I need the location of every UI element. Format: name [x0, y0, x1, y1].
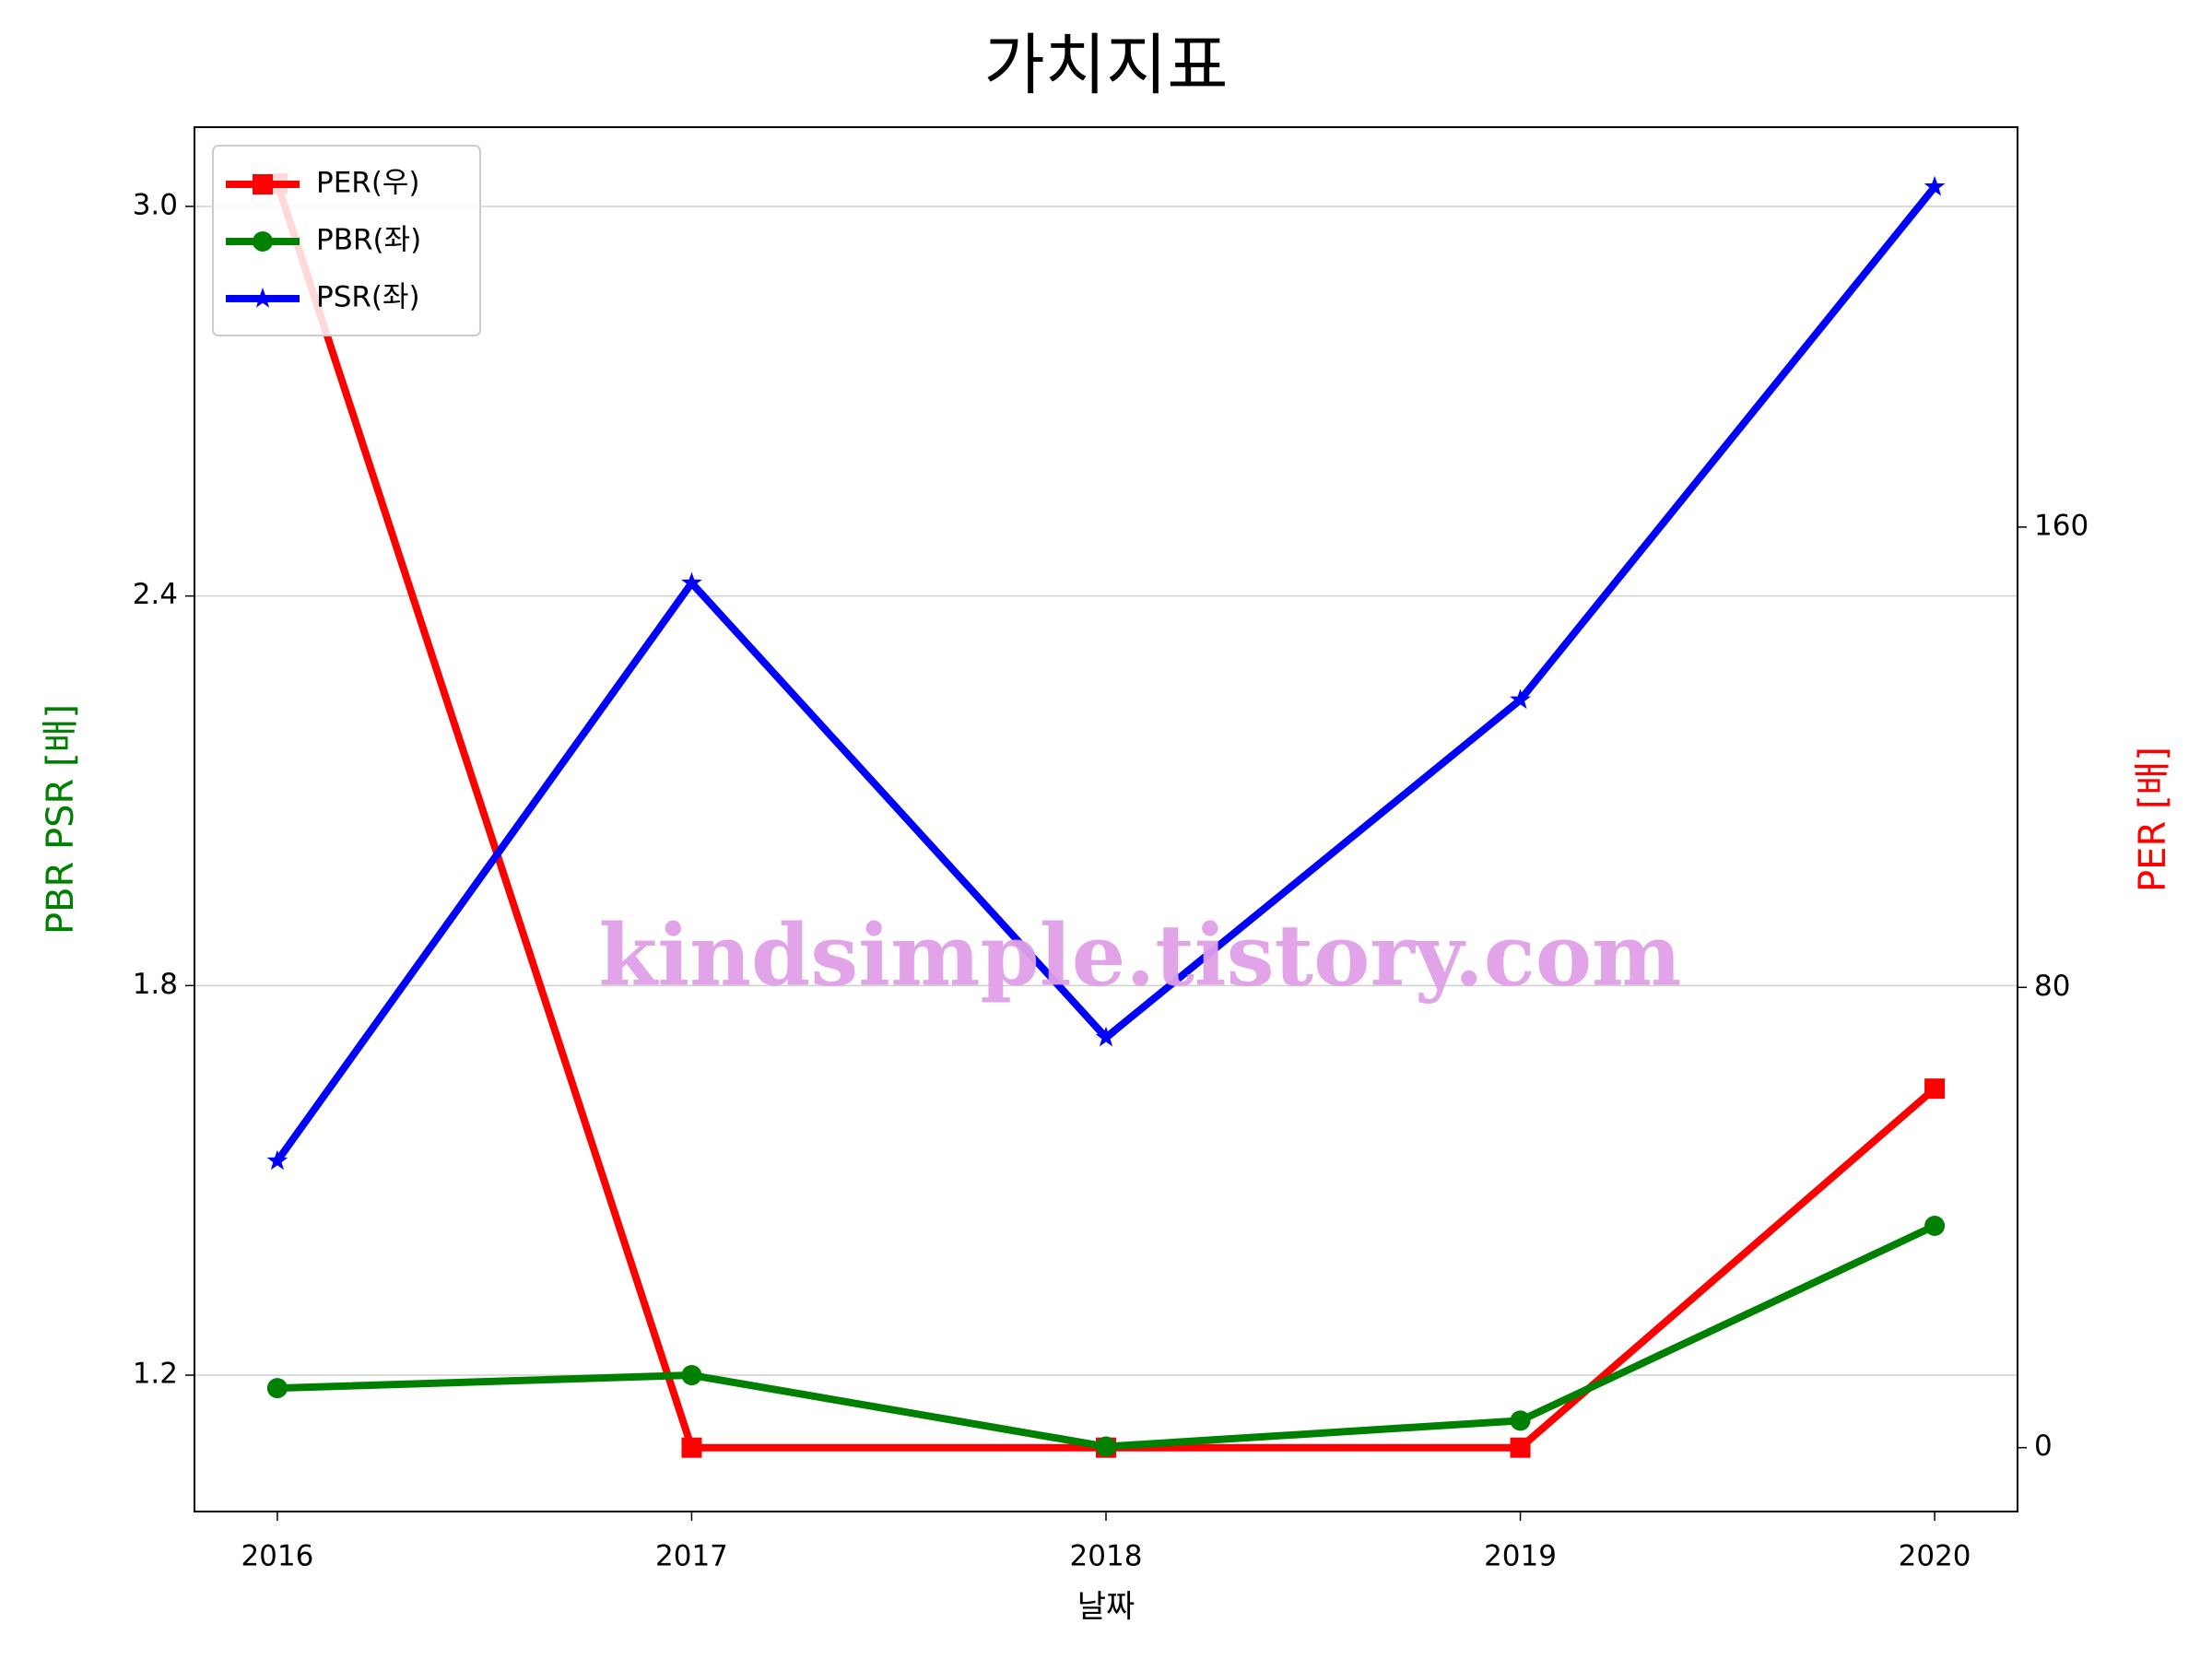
chart-title: 가치지표: [984, 27, 1229, 104]
plot-frame: [194, 126, 2018, 1512]
legend-label: PBR(좌): [316, 224, 421, 257]
x-tick-label: 2019: [1484, 1540, 1557, 1573]
legend-label: PER(우): [316, 167, 420, 200]
marker: [266, 1149, 288, 1171]
y-tick-label: 3.0: [133, 188, 178, 221]
marker: [1095, 1026, 1117, 1047]
x-tick-label: 2016: [241, 1540, 313, 1573]
legend-label: PSR(좌): [316, 281, 420, 314]
legend-marker: [252, 288, 274, 308]
y-tick-label: 1.8: [133, 968, 178, 1001]
marker: [1510, 1437, 1531, 1458]
marker: [681, 1365, 702, 1386]
y2-tick-label: 0: [2034, 1430, 2053, 1463]
marker: [1924, 1078, 1946, 1100]
legend-marker: [253, 231, 273, 252]
x-tick-label: 2018: [1070, 1540, 1143, 1573]
marker: [1510, 688, 1531, 710]
x-axis-label: 날짜: [1077, 1589, 1135, 1626]
y2-tick-label: 160: [2034, 509, 2088, 542]
marker: [1924, 1216, 1946, 1237]
marker: [1096, 1436, 1116, 1457]
y-axis-label: PBR PSR [배]: [40, 704, 82, 935]
y-tick-label: 2.4: [133, 578, 178, 611]
marker: [1924, 175, 1946, 196]
marker: [681, 571, 702, 593]
x-tick-label: 2017: [655, 1540, 728, 1573]
y2-axis-label: PER [배]: [2132, 747, 2174, 892]
x-tick-label: 2020: [1899, 1540, 1971, 1573]
legend-box: [212, 145, 481, 336]
marker: [1510, 1410, 1531, 1431]
marker: [266, 1378, 288, 1399]
legend-marker: [253, 174, 273, 194]
watermark: kindsimple.tistory.com: [598, 906, 1681, 1006]
y-tick-label: 1.2: [133, 1358, 178, 1391]
marker: [681, 1437, 702, 1458]
y2-tick-label: 80: [2034, 970, 2070, 1003]
